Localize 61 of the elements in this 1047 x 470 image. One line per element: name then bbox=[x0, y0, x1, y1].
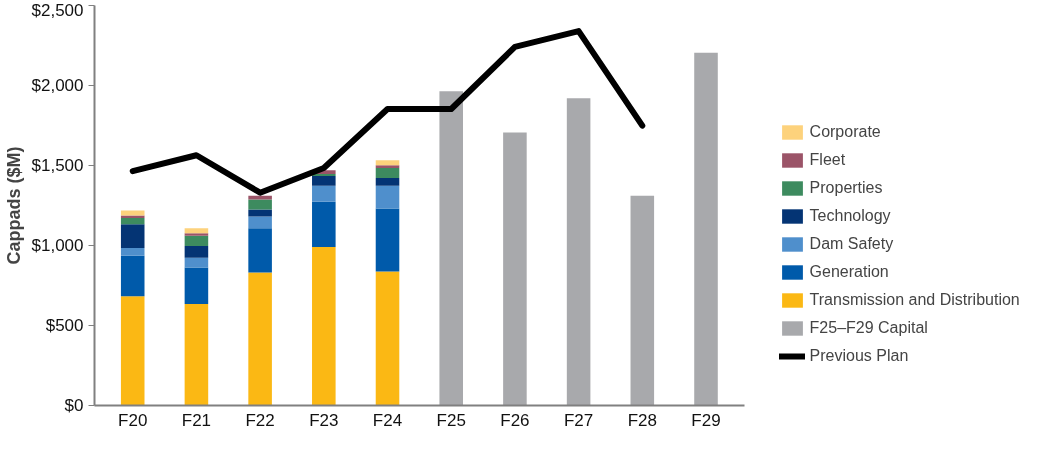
bar bbox=[248, 272, 272, 406]
legend-label: Technology bbox=[809, 207, 891, 225]
bar bbox=[439, 91, 463, 406]
bar bbox=[312, 201, 336, 247]
bar bbox=[120, 210, 145, 216]
legend-label: Transmission and Distribution bbox=[809, 291, 1020, 309]
x-tick-label: F25 bbox=[436, 410, 466, 430]
bar bbox=[120, 296, 145, 406]
legend-label: Generation bbox=[809, 263, 889, 281]
bar bbox=[375, 168, 400, 178]
bar bbox=[566, 98, 591, 406]
y-tick-label: $0 bbox=[64, 396, 84, 415]
y-axis-title: Cappads ($M) bbox=[3, 146, 24, 265]
bar bbox=[694, 52, 718, 406]
legend-label: Previous Plan bbox=[809, 347, 909, 365]
bar bbox=[375, 160, 400, 166]
bar bbox=[120, 255, 145, 297]
bar bbox=[312, 185, 336, 202]
bar bbox=[184, 245, 209, 258]
legend-label: Dam Safety bbox=[809, 235, 894, 253]
legend-label: Fleet bbox=[809, 151, 846, 169]
bar bbox=[184, 257, 209, 268]
bar bbox=[248, 199, 272, 210]
bar bbox=[184, 228, 209, 234]
bar bbox=[312, 246, 336, 406]
x-tick-label: F20 bbox=[118, 410, 148, 430]
x-tick-label: F26 bbox=[500, 410, 530, 430]
x-tick-label: F29 bbox=[691, 410, 721, 430]
bar bbox=[375, 185, 400, 209]
bar bbox=[120, 224, 145, 248]
x-tick-label: F21 bbox=[181, 410, 212, 430]
x-tick-label: F28 bbox=[627, 410, 657, 430]
bar bbox=[312, 175, 336, 186]
x-tick-label: F24 bbox=[372, 410, 403, 430]
x-tick-label: F27 bbox=[563, 410, 594, 430]
legend-label: F25–F29 Capital bbox=[809, 319, 928, 337]
bar bbox=[120, 215, 145, 218]
y-tick-label: $2,000 bbox=[31, 76, 84, 95]
y-tick-label: $500 bbox=[45, 316, 84, 335]
bar bbox=[248, 195, 272, 200]
bar bbox=[375, 271, 400, 406]
bar bbox=[375, 165, 400, 169]
bar bbox=[184, 267, 209, 305]
legend-label: Corporate bbox=[809, 123, 881, 141]
bar bbox=[375, 177, 400, 186]
bar bbox=[184, 235, 209, 246]
bar bbox=[120, 247, 145, 256]
bar bbox=[248, 228, 272, 273]
x-tick-label: F23 bbox=[309, 410, 339, 430]
bar bbox=[503, 132, 527, 406]
x-tick-label: F22 bbox=[245, 410, 275, 430]
y-tick-label: $2,500 bbox=[31, 0, 84, 20]
y-tick-label: $1,000 bbox=[31, 236, 84, 255]
bar bbox=[120, 217, 145, 225]
legend-label: Properties bbox=[809, 179, 883, 197]
bar bbox=[630, 195, 655, 406]
y-tick-label: $1,500 bbox=[31, 156, 84, 175]
bar bbox=[248, 216, 272, 229]
bar bbox=[184, 233, 209, 236]
bar bbox=[375, 208, 400, 272]
bar bbox=[184, 304, 209, 406]
